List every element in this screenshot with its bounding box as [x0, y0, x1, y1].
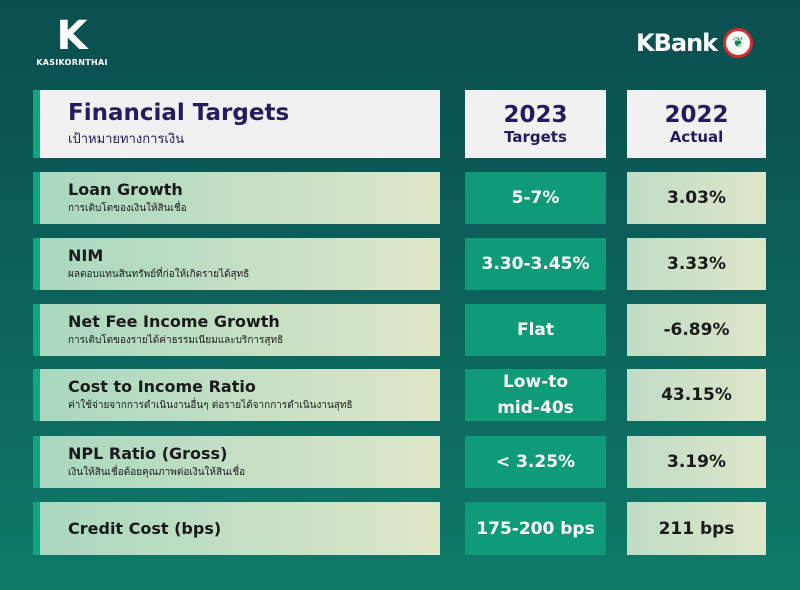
kbank-logo: KBank ❦ [636, 28, 754, 58]
metric-row: NPL Ratio (Gross) เงินให้สินเชื่อด้อยคุณ… [33, 436, 440, 488]
target-2023-cell: 3.30-3.45% [465, 238, 606, 290]
page-subtitle: เป้าหมายทางการเงิน [68, 131, 185, 147]
target-2023-cell: Flat [465, 304, 606, 356]
metric-row: NIM ผลตอบแทนสินทรัพย์ที่ก่อให้เกิดรายได้… [33, 238, 440, 290]
metric-name-thai: การเติบโตของรายได้ค่าธรรมเนียมและบริการส… [68, 335, 284, 346]
target-2023-cell: 175-200 bps [465, 502, 606, 555]
metric-name-thai: ผลตอบแทนสินทรัพย์ที่ก่อให้เกิดรายได้สุทธ… [68, 269, 250, 280]
metric-row: Credit Cost (bps) [33, 502, 440, 555]
metric-name: Loan Growth [68, 180, 183, 199]
target-2023-cell: < 3.25% [465, 436, 606, 488]
actual-2022-cell: 43.15% [627, 369, 766, 421]
target-2023-cell: Low-to mid-40s [465, 369, 606, 421]
actual-2022-cell: 3.03% [627, 172, 766, 224]
metric-row: Cost to Income Ratio ค่าใช้จ่ายจากการดำเ… [33, 369, 440, 421]
metric-name-thai: เงินให้สินเชื่อด้อยคุณภาพต่อเงินให้สินเช… [68, 467, 246, 478]
actual-2022-cell: 3.33% [627, 238, 766, 290]
kbank-seal-icon: ❦ [723, 28, 754, 58]
actual-2022-cell: 3.19% [627, 436, 766, 488]
header-title-box: Financial Targets เป้าหมายทางการเงิน [33, 90, 440, 158]
metric-name: NPL Ratio (Gross) [68, 444, 228, 463]
metric-name: NIM [68, 246, 104, 265]
metric-row: Loan Growth การเติบโตของเงินให้สินเชื่อ [33, 172, 440, 224]
metric-name: Net Fee Income Growth [68, 312, 280, 331]
actual-2022-cell: 211 bps [627, 502, 766, 555]
page-title: Financial Targets [68, 99, 290, 126]
metric-name-thai: การเติบโตของเงินให้สินเชื่อ [68, 203, 187, 214]
metric-name-thai: ค่าใช้จ่ายจากการดำเนินงานอื่นๆ ต่อรายได้… [68, 400, 353, 411]
metric-row: Net Fee Income Growth การเติบโตของรายได้… [33, 304, 440, 356]
header-2023-targets: 2023 Targets [465, 90, 606, 158]
metric-name: Cost to Income Ratio [68, 377, 256, 396]
kasikornthai-logo: K KASIKORNTHAI [36, 13, 108, 67]
header-2022-actual: 2022 Actual [627, 90, 766, 158]
metric-name: Credit Cost (bps) [68, 519, 222, 538]
target-2023-cell: 5-7% [465, 172, 606, 224]
actual-2022-cell: -6.89% [627, 304, 766, 356]
